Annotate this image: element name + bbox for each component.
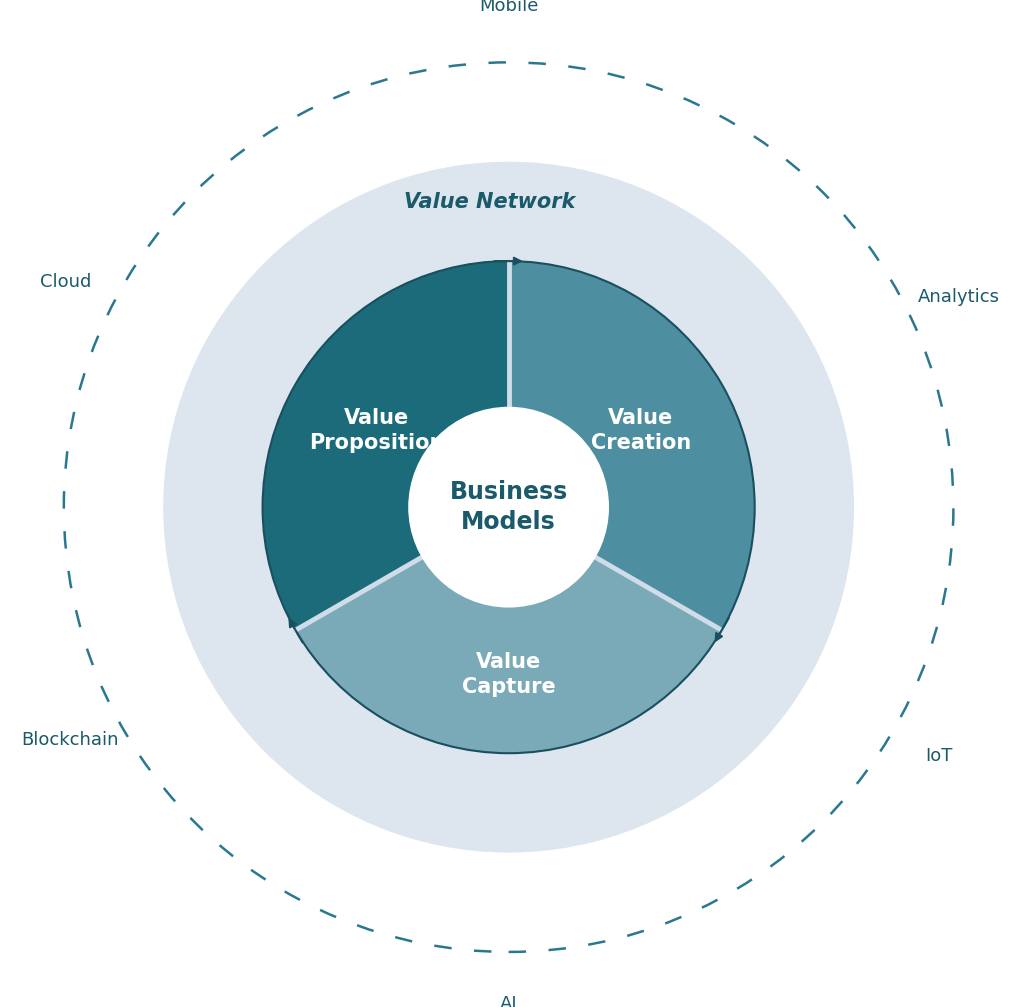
- Text: IoT: IoT: [925, 746, 953, 764]
- Circle shape: [163, 162, 854, 853]
- Wedge shape: [263, 261, 508, 630]
- Text: Blockchain: Blockchain: [21, 731, 118, 749]
- Text: Mobile: Mobile: [479, 0, 538, 14]
- Text: Value
Creation: Value Creation: [591, 409, 691, 453]
- Wedge shape: [508, 261, 755, 630]
- Text: Business
Models: Business Models: [449, 480, 568, 534]
- Circle shape: [410, 408, 608, 606]
- Text: Analytics: Analytics: [918, 288, 1000, 306]
- Text: Value
Proposition: Value Proposition: [309, 409, 444, 453]
- Wedge shape: [296, 508, 721, 753]
- Text: Value
Capture: Value Capture: [462, 653, 555, 697]
- Text: Cloud: Cloud: [40, 273, 92, 291]
- Text: AI: AI: [499, 995, 518, 1007]
- Text: Value Network: Value Network: [404, 192, 576, 211]
